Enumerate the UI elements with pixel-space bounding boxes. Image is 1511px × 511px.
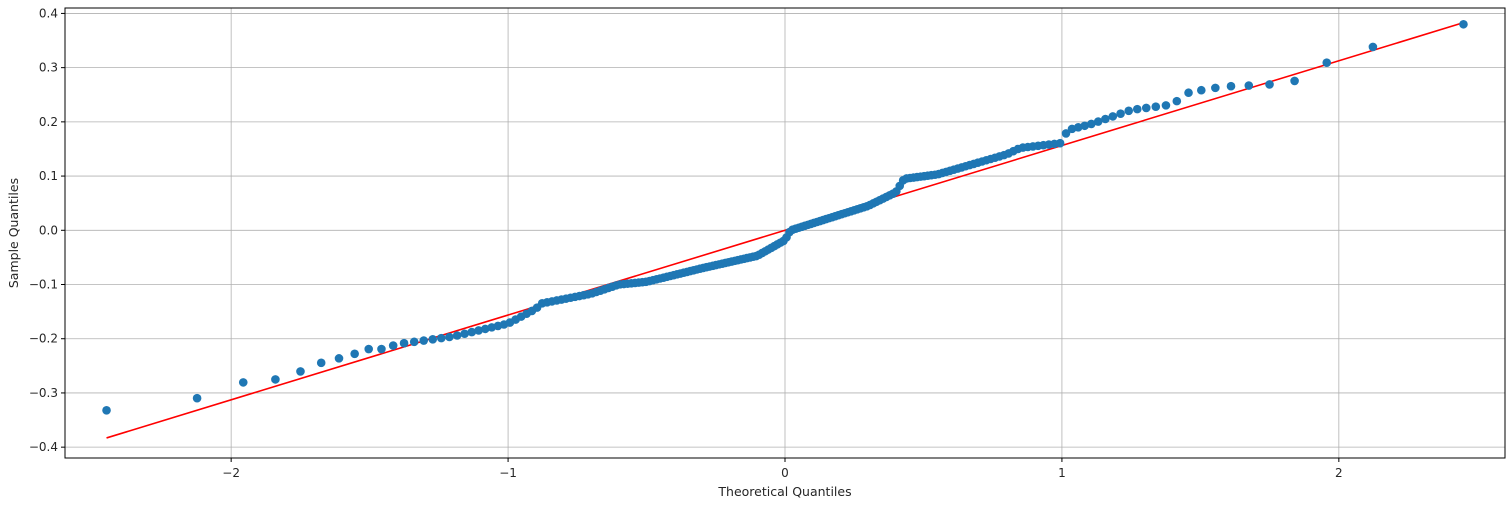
sample-point [238,378,248,387]
sample-point [1108,112,1118,121]
sample-point [1073,123,1083,132]
sample-point [1459,19,1468,29]
y-tick-label: −0.4 [29,440,58,454]
x-tick-label: 0 [781,466,789,480]
sample-point [377,344,386,354]
sample-point [1197,85,1206,95]
sample-point [1087,119,1096,129]
sample-point [1132,104,1142,114]
sample-point [1184,88,1193,98]
sample-point [296,367,305,376]
sample-point [1061,129,1071,138]
sample-point [1368,42,1378,52]
x-tick-label: −1 [499,466,517,480]
sample-point [474,326,483,335]
sample-point [452,331,462,340]
sample-point [436,333,446,343]
gridlines [65,8,1505,458]
sample-point [102,405,111,415]
x-axis-label: Theoretical Quantiles [717,484,851,499]
sample-point [316,358,326,368]
sample-point [1172,96,1182,106]
sample-point [1116,109,1125,118]
sample-point [271,375,280,384]
sample-point [388,341,398,350]
sample-point [334,354,344,363]
sample-point [1290,76,1299,86]
sample-point [467,327,477,337]
y-tick-label: 0.3 [39,61,58,75]
sample-point [399,338,409,348]
sample-point [1141,103,1151,113]
sample-points [102,19,1468,415]
y-tick-label: 0.2 [39,115,58,129]
y-tick-label: 0.0 [39,223,58,237]
sample-point [1101,114,1110,124]
sample-point [1226,81,1236,91]
sample-point [481,324,490,334]
sample-point [1093,117,1103,126]
sample-point [1055,138,1065,148]
y-tick-label: −0.2 [29,332,58,346]
y-axis-label: Sample Quantiles [6,178,21,288]
sample-point [1244,81,1254,90]
sample-point [1151,102,1161,112]
x-axis-ticks: −2 −1 0 1 2 [222,458,1343,480]
sample-point [1265,80,1274,89]
sample-point [445,332,454,342]
y-tick-label: −0.3 [29,386,58,400]
x-tick-label: −2 [222,466,240,480]
sample-point [192,393,202,403]
reference-line [106,21,1464,439]
sample-point [460,329,469,339]
sample-point [1124,106,1134,116]
sample-point [1322,58,1332,68]
y-tick-label: 0.1 [39,169,58,183]
sample-point [350,349,359,359]
sample-point [419,336,429,345]
x-tick-label: 2 [1335,466,1343,480]
sample-point [1161,101,1171,110]
sample-point [428,334,438,344]
sample-point [1080,121,1089,131]
y-axis-ticks: −0.4 −0.3 −0.2 −0.1 0.0 0.1 0.2 0.3 0.4 [29,6,65,454]
sample-point [364,344,373,354]
sample-point [409,337,419,347]
sample-point [1211,83,1220,93]
reference-line-group [106,21,1464,439]
y-tick-label: 0.4 [39,6,58,20]
x-tick-label: 1 [1058,466,1066,480]
y-tick-label: −0.1 [29,278,58,292]
